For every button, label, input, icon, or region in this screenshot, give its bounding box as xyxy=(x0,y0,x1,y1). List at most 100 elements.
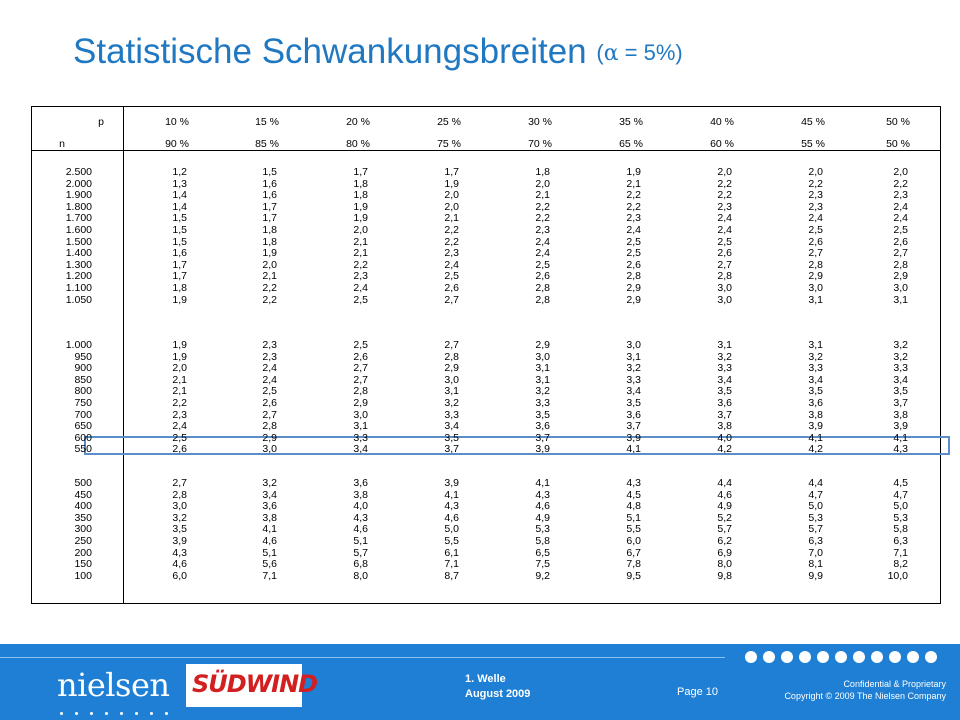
row-n-value: 400 xyxy=(74,500,92,512)
table-cell: 3,4 xyxy=(808,374,823,386)
table-cell: 4,4 xyxy=(717,477,732,489)
q-header: 85 % xyxy=(255,138,279,150)
table-cell: 2,6 xyxy=(808,236,823,248)
table-cell: 2,5 xyxy=(353,339,368,351)
table-cell: 5,5 xyxy=(444,535,459,547)
table-cell: 3,2 xyxy=(893,351,908,363)
q-header: 90 % xyxy=(165,138,189,150)
table-cell: 1,9 xyxy=(262,247,277,259)
table-cell: 1,4 xyxy=(172,201,187,213)
row-n-value: 1.900 xyxy=(65,189,92,201)
table-cell: 3,0 xyxy=(717,294,732,306)
table-cell: 4,6 xyxy=(535,500,550,512)
table-cell: 1,5 xyxy=(172,224,187,236)
table-cell: 2,1 xyxy=(172,374,187,386)
table-cell: 3,9 xyxy=(535,443,550,455)
table-cell: 3,6 xyxy=(262,500,277,512)
table-cell: 1,2 xyxy=(172,166,187,178)
table-cell: 9,2 xyxy=(535,570,550,582)
row-n-value: 800 xyxy=(74,385,92,397)
title-main: Statistische Schwankungsbreiten xyxy=(73,32,587,71)
p-header: 10 % xyxy=(165,116,189,128)
table-cell: 4,7 xyxy=(893,489,908,501)
table-cell: 3,7 xyxy=(535,432,550,444)
table-cell: 3,2 xyxy=(535,385,550,397)
table-cell: 4,1 xyxy=(893,432,908,444)
table-cell: 1,8 xyxy=(535,166,550,178)
table-cell: 3,5 xyxy=(535,409,550,421)
table-cell: 4,9 xyxy=(717,500,732,512)
table-cell: 2,3 xyxy=(808,201,823,213)
table-cell: 2,4 xyxy=(262,362,277,374)
suedwind-logo: SÜDWIND xyxy=(186,664,318,707)
table-cell: 1,7 xyxy=(262,201,277,213)
table-cell: 2,9 xyxy=(262,432,277,444)
table-cell: 4,0 xyxy=(717,432,732,444)
table-cell: 3,7 xyxy=(893,397,908,409)
row-n-value: 1.000 xyxy=(65,339,92,351)
table-cell: 2,2 xyxy=(444,224,459,236)
table-cell: 5,1 xyxy=(353,535,368,547)
table-cell: 2,3 xyxy=(808,189,823,201)
table-cell: 4,1 xyxy=(444,489,459,501)
p-header: 35 % xyxy=(619,116,643,128)
table-cell: 2,6 xyxy=(353,351,368,363)
table-cell: 2,4 xyxy=(893,212,908,224)
table-cell: 2,7 xyxy=(444,339,459,351)
table-cell: 2,6 xyxy=(893,236,908,248)
table-cell: 2,7 xyxy=(444,294,459,306)
table-cell: 2,2 xyxy=(626,201,641,213)
row-n-value: 1.200 xyxy=(65,270,92,282)
table-cell: 3,3 xyxy=(717,362,732,374)
table-cell: 3,1 xyxy=(808,339,823,351)
table-cell: 1,8 xyxy=(262,236,277,248)
table-cell: 2,0 xyxy=(535,178,550,190)
table-cell: 3,5 xyxy=(626,397,641,409)
table-cell: 8,7 xyxy=(444,570,459,582)
row-n-value: 1.700 xyxy=(65,212,92,224)
table-cell: 3,0 xyxy=(808,282,823,294)
table-cell: 3,1 xyxy=(535,362,550,374)
table-cell: 3,9 xyxy=(444,477,459,489)
table-cell: 2,7 xyxy=(893,247,908,259)
table-cell: 1,7 xyxy=(172,270,187,282)
q-header: 70 % xyxy=(528,138,552,150)
table-cell: 3,6 xyxy=(353,477,368,489)
table-cell: 2,0 xyxy=(262,259,277,271)
nielsen-logo: nielsen xyxy=(57,666,170,704)
table-cell: 1,9 xyxy=(353,201,368,213)
table-cell: 4,1 xyxy=(262,523,277,535)
row-n-value: 1.050 xyxy=(65,294,92,306)
p-header: 50 % xyxy=(886,116,910,128)
table-cell: 3,4 xyxy=(717,374,732,386)
table-cell: 2,0 xyxy=(353,224,368,236)
table-cell: 2,2 xyxy=(535,201,550,213)
row-n-value: 100 xyxy=(74,570,92,582)
table-cell: 3,1 xyxy=(626,351,641,363)
table-cell: 3,8 xyxy=(353,489,368,501)
table-cell: 5,8 xyxy=(893,523,908,535)
table-cell: 2,0 xyxy=(172,362,187,374)
table-cell: 7,5 xyxy=(535,558,550,570)
table-cell: 2,4 xyxy=(353,282,368,294)
table-cell: 3,0 xyxy=(893,282,908,294)
q-header: 50 % xyxy=(886,138,910,150)
table-cell: 5,8 xyxy=(535,535,550,547)
table-cell: 4,3 xyxy=(353,512,368,524)
table-cell: 2,4 xyxy=(893,201,908,213)
table-cell: 2,3 xyxy=(893,189,908,201)
table-cell: 3,0 xyxy=(262,443,277,455)
table-divider-horizontal xyxy=(32,150,940,151)
table-cell: 2,0 xyxy=(717,166,732,178)
table-cell: 2,2 xyxy=(535,212,550,224)
table-cell: 2,8 xyxy=(808,259,823,271)
table-cell: 3,3 xyxy=(626,374,641,386)
highlight-row-box xyxy=(84,436,950,455)
table-cell: 3,8 xyxy=(808,409,823,421)
table-cell: 2,3 xyxy=(262,339,277,351)
table-cell: 2,2 xyxy=(808,178,823,190)
title-rest: = 5%) xyxy=(618,40,683,65)
table-cell: 1,3 xyxy=(172,178,187,190)
table-cell: 1,6 xyxy=(262,189,277,201)
table-cell: 2,1 xyxy=(262,270,277,282)
